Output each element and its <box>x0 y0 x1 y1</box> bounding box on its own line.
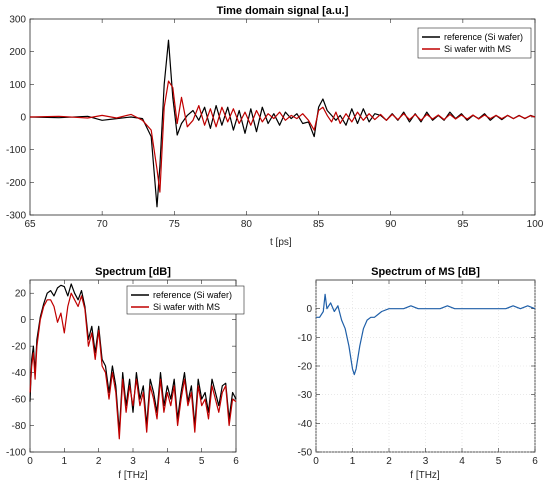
x-tick-label: 6 <box>532 456 538 467</box>
time-domain-legend: reference (Si wafer) Si wafer with MS <box>417 27 532 59</box>
y-tick-label: -100 <box>6 145 26 156</box>
y-tick-label: -50 <box>298 448 313 459</box>
y-tick-label: -100 <box>6 448 26 459</box>
y-tick-label: -80 <box>12 421 27 432</box>
x-tick-label: 100 <box>527 219 544 230</box>
x-tick-label: 90 <box>385 219 397 230</box>
y-tick-label: -200 <box>6 178 26 189</box>
x-tick-label: 1 <box>350 456 356 467</box>
spectrum-ms-panel: Spectrum of MS [dB] f [THz] 0 1 2 3 4 5 6 -50 -4… <box>298 266 539 481</box>
x-tick-label: 80 <box>241 219 253 230</box>
spectrum-panel: Spectrum [dB] f [THz] 0 1 2 3 4 5 6 -100 -80 -60 -… <box>6 266 245 481</box>
x-tick-label: 2 <box>386 456 392 467</box>
legend-label-reference: reference (Si wafer) <box>444 32 523 42</box>
spectrum-ms-title: Spectrum of MS [dB] <box>371 266 480 278</box>
x-tick-label: 70 <box>97 219 109 230</box>
y-tick-label: 0 <box>20 113 26 124</box>
legend-label-ms: Si wafer with MS <box>444 44 511 54</box>
x-tick-label: 4 <box>459 456 465 467</box>
spectrum-ms-xlabel: f [THz] <box>410 470 440 481</box>
series-line-1 <box>29 292 237 440</box>
y-tick-label: -40 <box>298 419 313 430</box>
time-domain-panel: Time domain signal [a.u.] t [ps] 65 70 75 8… <box>6 5 544 248</box>
y-tick-label: 100 <box>9 80 26 91</box>
x-tick-label: 0 <box>313 456 319 467</box>
x-tick-label: 95 <box>457 219 469 230</box>
y-tick-label: 0 <box>20 315 26 326</box>
x-tick-label: 5 <box>199 456 205 467</box>
x-tick-label: 0 <box>27 456 33 467</box>
series-line-0 <box>316 293 536 376</box>
y-tick-label: -40 <box>12 368 27 379</box>
x-tick-label: 2 <box>96 456 102 467</box>
y-tick-label: -10 <box>298 333 313 344</box>
y-tick-label: -300 <box>6 211 26 222</box>
y-tick-label: -20 <box>298 362 313 373</box>
y-tick-label: 300 <box>9 15 26 26</box>
legend-label-ms: Si wafer with MS <box>153 302 220 312</box>
x-tick-label: 6 <box>233 456 239 467</box>
spectrum-legend: reference (Si wafer) Si wafer with MS <box>126 285 245 315</box>
y-tick-label: -60 <box>12 395 27 406</box>
x-tick-label: 3 <box>423 456 429 467</box>
spectrum-xlabel: f [THz] <box>118 470 148 481</box>
y-tick-label: 20 <box>15 289 27 300</box>
x-tick-label: 4 <box>165 456 171 467</box>
time-domain-xlabel: t [ps] <box>270 237 292 248</box>
x-tick-label: 75 <box>169 219 181 230</box>
legend-box <box>417 27 532 59</box>
x-tick-label: 85 <box>313 219 325 230</box>
y-tick-label: -20 <box>12 342 27 353</box>
x-tick-label: 3 <box>130 456 136 467</box>
legend-label-reference: reference (Si wafer) <box>153 290 232 300</box>
x-tick-label: 1 <box>62 456 68 467</box>
y-tick-label: 0 <box>306 304 312 315</box>
legend-box <box>126 285 245 315</box>
series-line-0 <box>29 39 536 208</box>
y-tick-label: 200 <box>9 47 26 58</box>
x-tick-label: 65 <box>24 219 36 230</box>
series-line-1 <box>29 80 536 193</box>
x-tick-label: 5 <box>496 456 502 467</box>
spectrum-title: Spectrum [dB] <box>95 266 171 278</box>
series-line-0 <box>29 283 237 433</box>
time-domain-title: Time domain signal [a.u.] <box>217 5 349 17</box>
y-tick-label: -30 <box>298 390 313 401</box>
